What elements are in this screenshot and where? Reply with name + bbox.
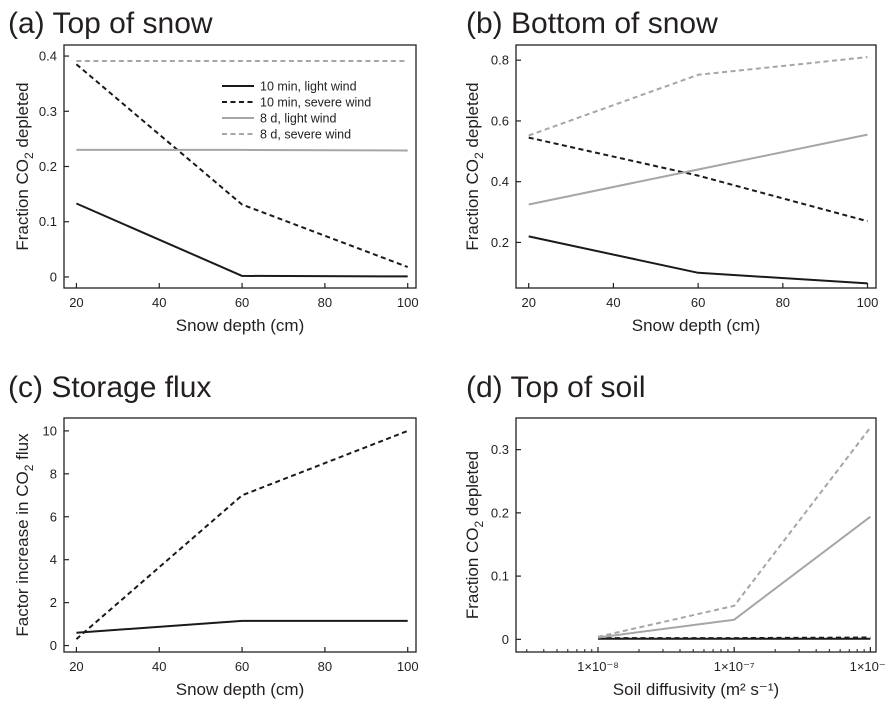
y-tick-label: 0.2 xyxy=(39,159,57,174)
legend-label: 8 d, light wind xyxy=(260,112,336,126)
y-tick-label: 0.1 xyxy=(491,569,509,584)
y-tick-label: 0.2 xyxy=(491,505,509,520)
plot-frame xyxy=(63,417,417,653)
panel-c: (c) Storage flux 20 40 60 80 100 0 2 4 6 8 10 Snow d… xyxy=(8,371,419,699)
x-tick-label: 100 xyxy=(397,295,419,310)
series-line xyxy=(598,636,871,640)
y-tick-label: 4 xyxy=(50,552,57,567)
y-tick-label: 0.3 xyxy=(39,104,57,119)
series-line xyxy=(528,235,868,285)
x-axis-label: Soil diffusivity (m² s⁻¹) xyxy=(613,680,779,699)
x-tick-label: 60 xyxy=(691,295,705,310)
x-tick-label: 20 xyxy=(69,659,83,674)
y-axis-label: Fraction CO2 depleted xyxy=(463,451,486,619)
y-tick-label: 8 xyxy=(50,466,57,481)
panel-title: (c) Storage flux xyxy=(8,371,211,404)
x-tick-label: 1×10⁻⁶ xyxy=(850,659,885,674)
y-tick-label: 0 xyxy=(50,638,57,653)
y-tick-label: 10 xyxy=(43,423,57,438)
series-line xyxy=(75,63,409,268)
x-tick-label: 20 xyxy=(69,295,83,310)
y-tick-label: 2 xyxy=(50,595,57,610)
y-axis-label: Factor increase in CO2 flux xyxy=(13,433,36,637)
x-tick-label: 40 xyxy=(152,295,166,310)
series-line xyxy=(528,136,868,223)
x-tick-label: 80 xyxy=(776,295,790,310)
y-tick-label: 6 xyxy=(50,509,57,524)
y-tick-label: 0.3 xyxy=(491,442,509,457)
panel-b: (b) Bottom of snow 20 40 60 80 100 0.2 0.4 0.6 0.… xyxy=(463,7,878,335)
series-line xyxy=(75,429,409,640)
x-tick-label: 40 xyxy=(152,659,166,674)
x-tick-label: 100 xyxy=(397,659,419,674)
series-line xyxy=(76,619,408,634)
y-axis-label: Fraction CO2 depleted xyxy=(13,82,36,250)
panel-title: (a) Top of snow xyxy=(8,7,213,40)
y-tick-label: 0.6 xyxy=(491,113,509,128)
panel-a: (a) Top of snow 20 40 60 80 100 0 0.1 0.2 0.3 0.4 S… xyxy=(8,7,419,335)
legend: 10 min, light wind 10 min, severe wind 8 d… xyxy=(222,80,371,142)
plot-frame xyxy=(515,417,877,653)
y-axis-label: Fraction CO2 depleted xyxy=(463,82,486,250)
series-line xyxy=(597,515,872,639)
series-line xyxy=(597,426,872,638)
x-tick-label: 20 xyxy=(521,295,535,310)
x-axis-label: Snow depth (cm) xyxy=(632,316,761,335)
series-line xyxy=(76,148,408,152)
series-line xyxy=(528,56,868,137)
x-tick-label: 1×10⁻⁷ xyxy=(714,659,755,674)
x-tick-label: 40 xyxy=(606,295,620,310)
x-tick-label: 60 xyxy=(235,295,249,310)
plot-frame xyxy=(63,44,417,289)
x-axis-label: Snow depth (cm) xyxy=(176,680,305,699)
panel-d: (d) Top of soil 1×10⁻⁸ 1×10⁻⁷ 1×10⁻⁶ 0 0.1 0.2… xyxy=(463,371,885,699)
y-tick-label: 0.2 xyxy=(491,235,509,250)
y-tick-label: 0 xyxy=(50,269,57,284)
y-tick-label: 0.1 xyxy=(39,214,57,229)
panel-title: (d) Top of soil xyxy=(466,371,646,404)
series-line xyxy=(528,133,868,206)
legend-label: 8 d, severe wind xyxy=(260,128,351,142)
plot-frame xyxy=(515,44,877,289)
y-tick-label: 0.4 xyxy=(39,49,57,64)
x-tick-label: 60 xyxy=(235,659,249,674)
y-tick-label: 0.4 xyxy=(491,174,509,189)
x-tick-label: 100 xyxy=(857,295,879,310)
legend-label: 10 min, light wind xyxy=(260,80,357,94)
legend-label: 10 min, severe wind xyxy=(260,96,371,110)
x-tick-label: 80 xyxy=(318,295,332,310)
x-axis-label: Snow depth (cm) xyxy=(176,316,305,335)
series-line xyxy=(75,202,408,278)
y-tick-label: 0 xyxy=(502,632,509,647)
x-tick-label: 1×10⁻⁸ xyxy=(577,659,619,674)
y-tick-label: 0.8 xyxy=(491,53,509,68)
x-tick-label: 80 xyxy=(318,659,332,674)
panel-title: (b) Bottom of snow xyxy=(466,7,718,40)
